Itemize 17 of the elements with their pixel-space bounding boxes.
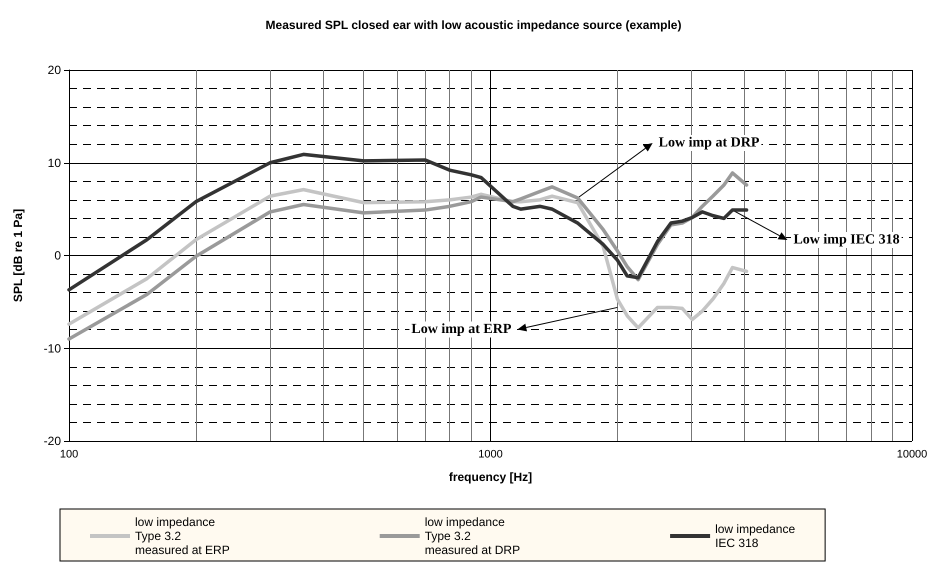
x-tick-label: 100 [60,448,78,460]
y-axis-title: SPL [dB re 1 Pa] [11,208,25,302]
annotation: Low imp IEC 318 [793,232,900,248]
y-tick-label: 20 [48,63,62,77]
y-tick-label: 10 [48,156,62,170]
y-tick-label: -20 [44,434,62,448]
x-axis-title: frequency [Hz] [448,470,532,484]
x-tick-label: 1000 [478,448,503,460]
legend-label: low impedance Type 3.2 measured at DRP [424,515,520,557]
legend-label: low impedance Type 3.2 measured at ERP [135,515,230,557]
annotation: Low imp at DRP [658,135,760,150]
y-tick-label: -10 [44,341,62,356]
chart-title: Measured SPL closed ear with low acoustic impedance source (example) [266,18,682,32]
y-tick-label: 0 [54,248,62,262]
annotation: Low imp at ERP [411,322,512,337]
x-tick-label: 10000 [896,448,928,460]
legend-label: low impedance IEC 318 [715,522,796,550]
